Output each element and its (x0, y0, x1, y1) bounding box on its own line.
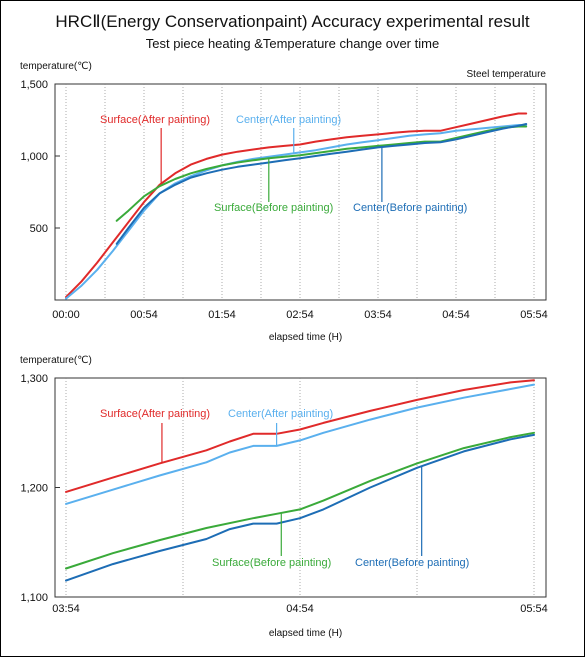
y-tick-label: 1,500 (20, 79, 48, 91)
annotation-center-before: Center(Before painting) (355, 557, 469, 569)
annotation-center-before: Center(Before painting) (353, 202, 467, 214)
x-tick-label: 05:54 (520, 309, 548, 321)
y-tick-label: 1,300 (20, 373, 48, 385)
y-axis-label: temperature(℃) (20, 61, 92, 72)
y-tick-label: 1,100 (20, 592, 48, 604)
series-surface-after-line (65, 379, 535, 493)
chart-title: HRCⅡ(Energy Conservationpaint) Accuracy … (55, 12, 530, 31)
plot-area-1 (54, 83, 547, 301)
annotation-surface-before: Surface(Before painting) (212, 557, 331, 569)
x-tick-label: 05:54 (520, 603, 548, 615)
y-tick-label: 1,200 (20, 483, 48, 495)
y-axis-label: temperature(℃) (20, 355, 92, 366)
x-tick-label: 04:54 (286, 603, 314, 615)
x-tick-label: 03:54 (52, 603, 80, 615)
series-center-after-line (65, 124, 528, 300)
series-surface-before-line (65, 431, 535, 570)
x-tick-label: 04:54 (442, 309, 470, 321)
series-center-after-line (65, 383, 535, 505)
y-tick-label: 1,000 (20, 151, 48, 163)
annotation-surface-after: Surface(After painting) (100, 408, 210, 420)
chart-subtitle: Test piece heating &Temperature change o… (145, 36, 440, 51)
x-axis-label: elapsed time (H) (269, 332, 342, 343)
annotation-center-after: Center(After painting) (236, 114, 341, 126)
y-tick-label: 500 (30, 223, 48, 235)
x-tick-label: 02:54 (286, 309, 314, 321)
x-tick-label: 01:54 (208, 309, 236, 321)
annotation-surface-before: Surface(Before painting) (214, 202, 333, 214)
series-center-before-line (65, 433, 535, 582)
annotation-surface-after: Surface(After painting) (100, 114, 210, 126)
annotation-center-after: Center(After painting) (228, 408, 333, 420)
chart-note: Steel temperature (467, 69, 547, 80)
series-center-before-line (115, 123, 528, 245)
x-tick-label: 03:54 (364, 309, 392, 321)
x-axis-label: elapsed time (H) (269, 628, 342, 639)
series-surface-before-line (115, 125, 528, 222)
series-surface-after-line (65, 112, 528, 299)
x-tick-label: 00:54 (130, 309, 158, 321)
x-tick-label: 00:00 (52, 309, 80, 321)
